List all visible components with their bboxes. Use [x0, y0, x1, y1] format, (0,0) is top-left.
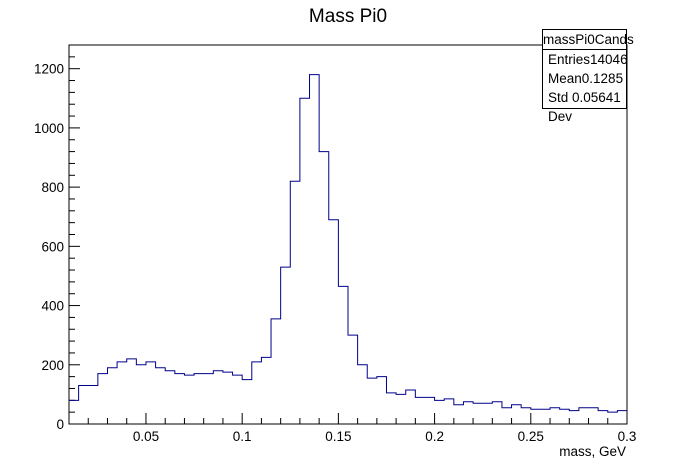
x-tick-label: 0.1	[233, 429, 252, 444]
stats-mean-row: Mean 0.1285	[543, 69, 626, 88]
chart-title: Mass Pi0	[308, 6, 388, 27]
stats-std-label: Std Dev	[548, 90, 573, 124]
y-tick-label: 400	[41, 299, 64, 314]
y-tick-label: 1200	[34, 62, 64, 77]
stats-entries-value: 14046	[590, 52, 628, 67]
x-tick-label: 0.25	[518, 429, 544, 444]
x-tick-label: 0.3	[618, 429, 637, 444]
y-tick-label: 1000	[34, 121, 64, 136]
axis-tick-labels: 0.05 0.1 0.15 0.2 0.25 0.3 0 200 400 600 800 1000 12…	[34, 62, 636, 444]
stats-mean-value: 0.1285	[581, 71, 624, 86]
x-tick-label: 0.05	[133, 429, 159, 444]
stats-box-title: massPi0Cands	[543, 30, 634, 50]
y-tick-label: 200	[41, 358, 64, 373]
stats-entries-label: Entries	[548, 52, 591, 67]
x-tick-label: 0.2	[425, 429, 444, 444]
stats-std-value: 0.05641	[572, 90, 621, 105]
histogram-line	[69, 74, 627, 413]
y-tick-label: 800	[41, 180, 64, 195]
y-tick-label: 600	[41, 239, 64, 254]
y-tick-label: 0	[56, 417, 64, 432]
stats-mean-label: Mean	[548, 71, 582, 86]
stats-box: massPi0Cands Entries 14046 Mean 0.1285 S…	[542, 29, 634, 124]
x-axis-label: mass, GeV	[559, 444, 626, 459]
stats-std-row: Std Dev 0.05641	[543, 88, 626, 124]
axis-ticks	[68, 44, 609, 425]
stats-entries-row: Entries 14046	[543, 50, 628, 69]
x-tick-label: 0.15	[325, 429, 351, 444]
